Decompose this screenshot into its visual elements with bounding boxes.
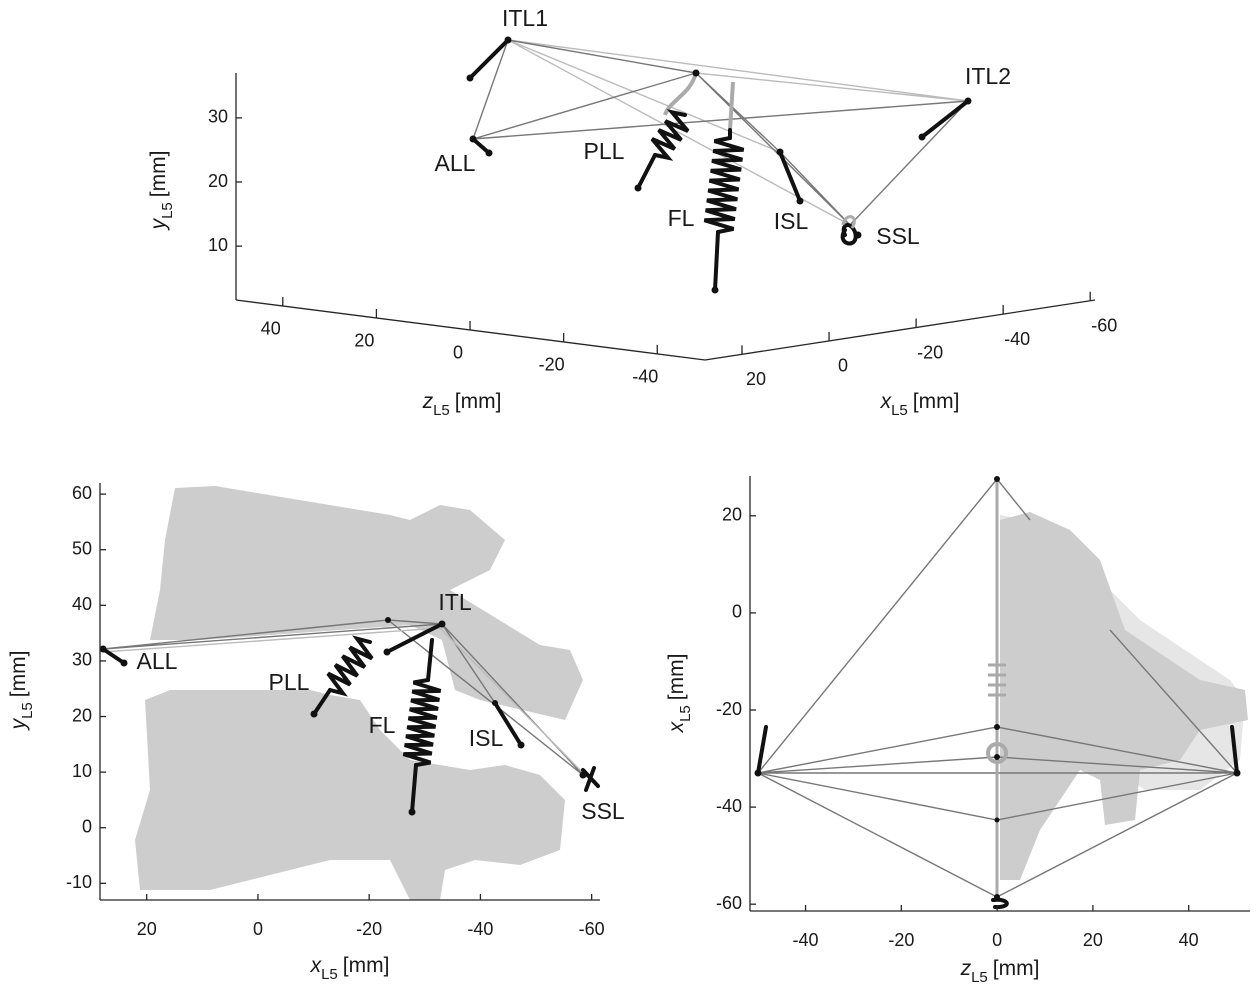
- ligament-label: ISL: [774, 208, 809, 234]
- axis-label: xL5[mm]: [880, 390, 960, 419]
- tick-label: -20: [888, 930, 914, 950]
- tick-label: 0: [992, 930, 1002, 950]
- tick-label: -10: [66, 872, 92, 892]
- tick-label: -20: [356, 919, 382, 939]
- ligament-label: PLL: [584, 138, 625, 164]
- axis-line: [236, 300, 705, 360]
- panel-axial-drawing: [755, 476, 1249, 907]
- tick-label: 0: [838, 356, 848, 376]
- axis-line: [705, 300, 1095, 360]
- tick-label: -40: [793, 930, 819, 950]
- axis-label-unit: [mm]: [913, 390, 960, 413]
- tick-label: 0: [732, 602, 742, 622]
- tick-label: 20: [1083, 930, 1103, 950]
- tick-label: 0: [82, 816, 92, 836]
- tick-label: -60: [579, 919, 605, 939]
- axis-label-unit: [mm]: [343, 954, 390, 977]
- tick-label: 40: [261, 319, 281, 339]
- ligament-label: ITL2: [965, 63, 1011, 89]
- tick-label: -40: [467, 919, 493, 939]
- fl-spring: [403, 680, 440, 765]
- axis-label-unit: [mm]: [665, 654, 688, 701]
- tick-label: 20: [722, 505, 742, 525]
- tick-label: 30: [208, 107, 228, 127]
- tick-label: -60: [1091, 315, 1117, 335]
- ligament-label: ITL1: [502, 5, 548, 31]
- tick-label: 40: [1179, 930, 1199, 950]
- axis-label: yL5[mm]: [147, 151, 176, 232]
- tick-label: -20: [539, 355, 565, 375]
- tick-label: 20: [137, 919, 157, 939]
- axis-label: xL5[mm]: [665, 654, 694, 734]
- tick-label: 50: [72, 538, 92, 558]
- panel-sagittal-drawing: [100, 486, 599, 900]
- axis-label: zL5 [mm]: [960, 957, 1040, 986]
- tick-label: 40: [72, 594, 92, 614]
- ligament-label: FL: [668, 205, 695, 231]
- axis-label-sub: L5: [433, 402, 450, 419]
- ligament-label: ALL: [435, 150, 476, 176]
- axis-label-sub: L5: [677, 705, 694, 722]
- ligament-label: ITL: [438, 589, 471, 615]
- axis-label-sub: L5: [321, 966, 338, 983]
- ligament-label: SSL: [581, 798, 625, 824]
- axis-label-unit: [mm]: [7, 651, 30, 698]
- ligament-label: PLL: [269, 669, 310, 695]
- pll-spring: [328, 639, 372, 694]
- tick-label: 20: [746, 369, 766, 389]
- tick-label: 30: [72, 650, 92, 670]
- tick-label: 60: [72, 483, 92, 503]
- ligament-label: ALL: [137, 648, 178, 674]
- tick-label: 0: [253, 919, 263, 939]
- axis-label: zL5 [mm]: [422, 390, 502, 419]
- tick-label: -40: [716, 796, 742, 816]
- tick-label: -40: [1004, 329, 1030, 349]
- ligament-label: SSL: [876, 223, 920, 249]
- axis-label-var: z: [422, 390, 434, 413]
- tick-label: 20: [208, 171, 228, 191]
- tick-label: 10: [72, 761, 92, 781]
- axis-label-sub: L5: [159, 202, 176, 219]
- axis-label: yL5[mm]: [7, 651, 36, 732]
- tick-label: -60: [716, 893, 742, 913]
- axis-label-var: z: [960, 957, 972, 980]
- axis-label-unit: [mm]: [147, 151, 170, 198]
- tick-label: 0: [453, 343, 463, 363]
- panel-3d-drawing: [467, 37, 972, 294]
- fl-spring: [704, 138, 743, 232]
- figure: ITL1 ITL2 ALL PLL FL ISL SSL ALL ITL PLL…: [0, 0, 1256, 999]
- axis-label: xL5[mm]: [310, 954, 390, 983]
- axis-label-sub: L5: [971, 969, 988, 986]
- ligament-label: FL: [369, 712, 396, 738]
- tick-label: -20: [917, 342, 943, 362]
- axis-label-unit: [mm]: [455, 390, 502, 413]
- axis-label-sub: L5: [891, 402, 908, 419]
- tick-label: 20: [72, 705, 92, 725]
- ligament-label: ISL: [469, 725, 504, 751]
- tick-label: 20: [354, 331, 374, 351]
- tick-label: -40: [632, 367, 658, 387]
- axis-label-unit: [mm]: [993, 957, 1040, 980]
- axis-label-sub: L5: [19, 702, 36, 719]
- tick-label: 10: [208, 235, 228, 255]
- tick-label: -20: [716, 699, 742, 719]
